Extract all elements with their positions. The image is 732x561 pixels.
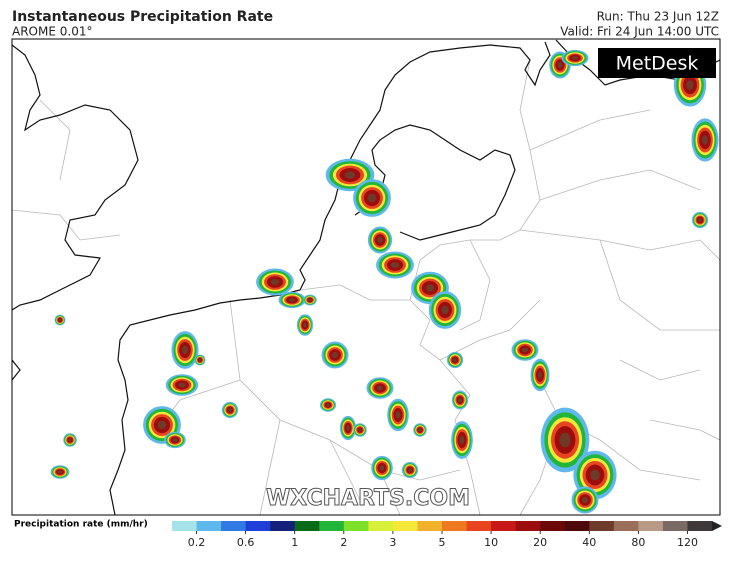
colorbar-segment <box>613 521 639 531</box>
colorbar-tick-label: 2 <box>340 536 347 549</box>
rain-cell <box>182 345 188 355</box>
colorbar-tick-label: 5 <box>439 536 446 549</box>
rain-cell <box>57 470 63 474</box>
logo-box <box>598 48 716 78</box>
rain-cell <box>367 193 377 203</box>
rain-cell <box>326 403 330 407</box>
colorbar-segment <box>589 521 615 531</box>
rain-cell <box>458 397 462 403</box>
title: Instantaneous Precipitation Rate <box>12 9 273 25</box>
colorbar-segment <box>221 521 247 531</box>
rain-cell <box>157 420 167 430</box>
rain-cell <box>332 352 338 358</box>
rain-cell <box>270 279 280 285</box>
rain-cell <box>698 218 702 222</box>
rain-cell <box>377 237 383 243</box>
colorbar-segment <box>442 521 468 531</box>
rain-cell <box>557 62 563 68</box>
model-label: AROME 0.01° <box>12 25 92 39</box>
colorbar-tick-label: 120 <box>677 536 698 549</box>
rain-cell <box>572 56 578 60</box>
rain-cell <box>178 382 186 388</box>
rain-cell <box>289 298 295 302</box>
colorbar-segment <box>368 521 394 531</box>
colorbar-tick-label: 3 <box>389 536 396 549</box>
rain-cell <box>58 318 62 322</box>
colorbar-tick-label: 0.6 <box>237 536 255 549</box>
colorbar-tick-label: 1 <box>291 536 298 549</box>
rain-cell <box>408 468 412 472</box>
rain-cell <box>172 438 178 442</box>
colorbar-segment <box>540 521 566 531</box>
map-layer <box>12 39 720 515</box>
rain-cell <box>590 469 600 481</box>
colorbar-segment <box>515 521 541 531</box>
watermark: WXCHARTS.COM <box>266 486 470 511</box>
colorbar-segment <box>245 521 271 531</box>
rain-cell <box>379 465 385 471</box>
rain-cell <box>425 284 435 292</box>
colorbar-segment <box>662 521 688 531</box>
colorbar-arrow <box>712 521 722 531</box>
colorbar-segment <box>343 521 369 531</box>
rain-cell <box>702 135 708 145</box>
colorbar-segment <box>417 521 443 531</box>
colorbar-segment <box>638 521 664 531</box>
rain-cell <box>358 428 362 432</box>
colorbar-segment <box>687 521 713 531</box>
run-label: Run: Thu 23 Jun 12Z <box>597 10 719 24</box>
rain-cell <box>344 171 356 179</box>
rain-cell <box>453 358 457 362</box>
rain-cell <box>198 358 202 362</box>
colorbar-tick-label: 20 <box>533 536 547 549</box>
rain-cell <box>390 262 400 268</box>
colorbar-segment <box>172 521 198 531</box>
map-background <box>12 39 720 515</box>
colorbar-segment <box>466 521 492 531</box>
colorbar-tick-label: 0.2 <box>188 536 206 549</box>
valid-label: Valid: Fri 24 Jun 14:00 UTC <box>560 25 719 39</box>
rain-cell <box>346 425 350 431</box>
rain-cell <box>582 497 588 503</box>
rain-cell <box>68 438 72 442</box>
precipitation <box>50 49 719 514</box>
colorbar-tick-label: 40 <box>582 536 596 549</box>
colorbar-segment <box>319 521 345 531</box>
rain-cell <box>537 371 543 379</box>
rain-cell <box>559 432 571 448</box>
rain-cell <box>303 322 307 328</box>
rain-cell <box>228 408 232 412</box>
colorbar: 0.2 0.6 1 2 3 5 10 20 40 80 120 <box>172 521 722 549</box>
colorbar-segment <box>294 521 320 531</box>
colorbar-segment <box>392 521 418 531</box>
rain-cell <box>522 347 528 353</box>
logo-text: MetDesk <box>616 53 699 75</box>
rain-cell <box>418 428 422 432</box>
colorbar-segment <box>270 521 296 531</box>
map-frame <box>11 38 721 516</box>
rain-cell <box>395 411 401 419</box>
colorbar-tick-label: 80 <box>631 536 645 549</box>
rain-cell <box>441 305 449 315</box>
colorbar-segment <box>491 521 517 531</box>
rain-cell <box>686 80 694 90</box>
colorbar-segment <box>196 521 222 531</box>
colorbar-segment <box>564 521 590 531</box>
rain-cell <box>377 385 383 391</box>
colorbar-label: Precipitation rate (mm/hr) <box>14 520 148 530</box>
colorbar-tick-label: 10 <box>484 536 498 549</box>
rain-cell <box>459 435 465 445</box>
rain-cell <box>308 298 312 302</box>
